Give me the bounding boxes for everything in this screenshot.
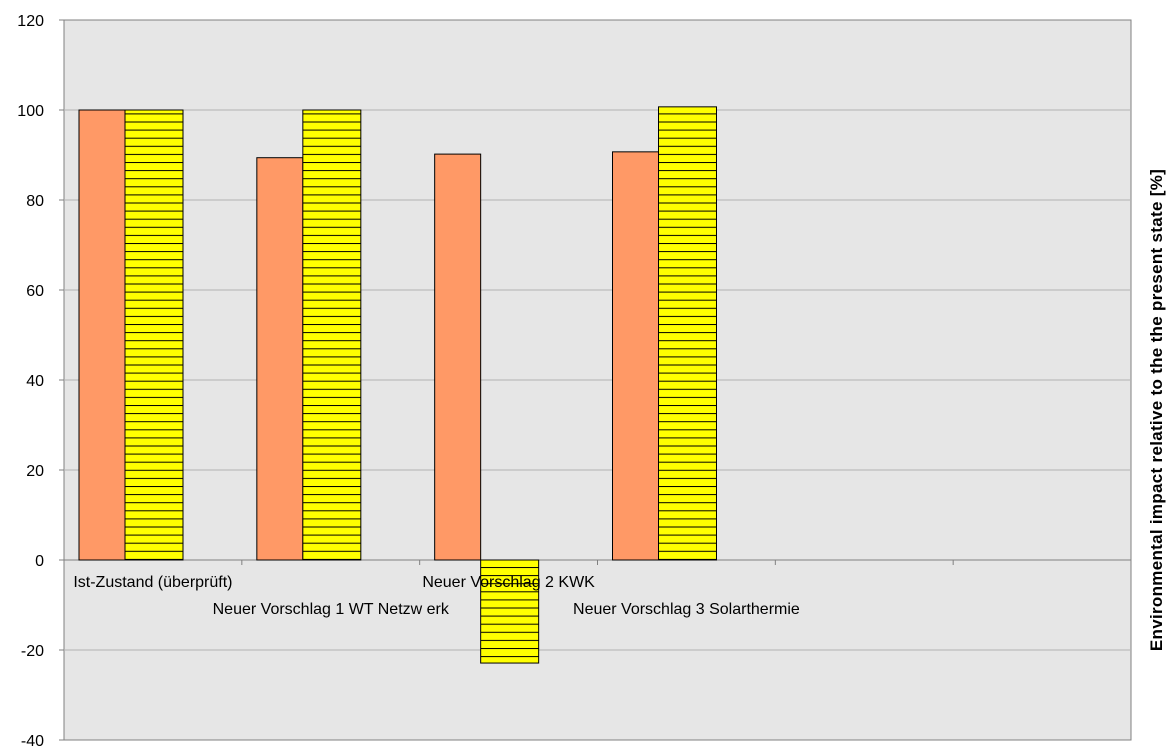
category-label: Neuer Vorschlag 1 WT Netzw erk (213, 601, 450, 618)
y-tick-label: -40 (21, 733, 44, 750)
bar (302, 109, 362, 561)
y-tick-label: 80 (26, 193, 44, 210)
y-tick-label: 0 (35, 553, 44, 570)
x-axis-ticks (241, 560, 954, 565)
bar (434, 153, 482, 561)
bars (78, 106, 717, 664)
bar (612, 151, 659, 561)
y-axis-ticks: -40 -20 0 20 40 60 80 100 120 (17, 13, 64, 750)
y-tick-label: 100 (17, 103, 44, 120)
y-axis-title: Environmental impact relative to the the… (1147, 169, 1166, 651)
bar (256, 157, 304, 561)
y-tick-label: 120 (17, 13, 44, 30)
category-label: Neuer Vorschlag 3 Solarthermie (573, 601, 800, 618)
y-tick-label: 20 (26, 463, 44, 480)
y-tick-label: 40 (26, 373, 44, 390)
category-labels: Ist-Zustand (überprüft) Neuer Vorschlag 1… (73, 574, 800, 618)
y-tick-label: 60 (26, 283, 44, 300)
bar (78, 109, 126, 561)
bar (658, 106, 717, 561)
category-label: Ist-Zustand (überprüft) (73, 574, 232, 591)
category-label: Neuer Vorschlag 2 KWK (422, 574, 595, 591)
y-tick-label: -20 (21, 643, 44, 660)
bar (480, 559, 540, 664)
bar (124, 109, 184, 561)
